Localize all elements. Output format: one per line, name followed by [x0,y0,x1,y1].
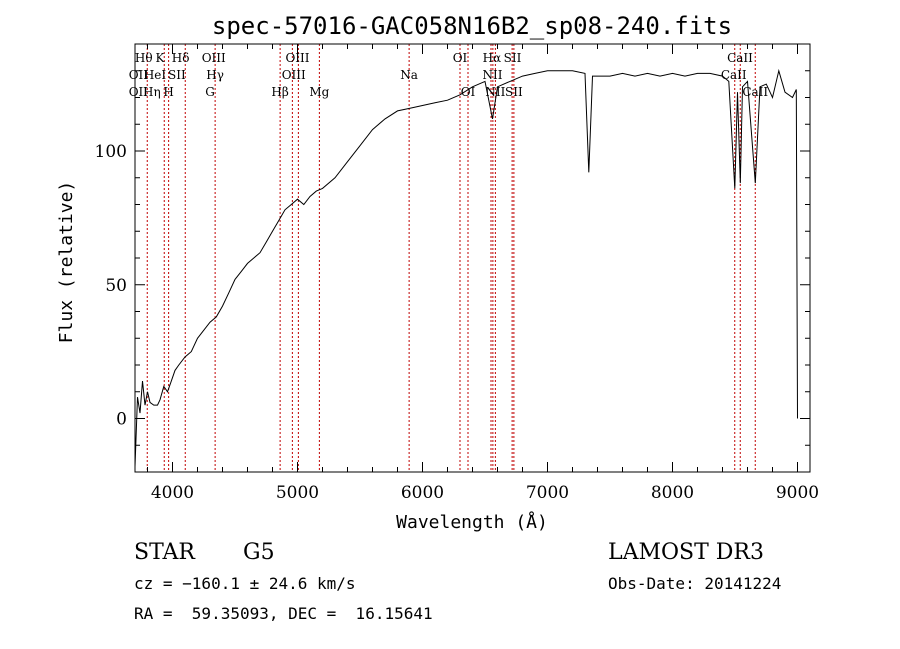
line-label-10: HeI [144,68,167,82]
obs-date: Obs-Date: 20141224 [608,574,782,593]
line-label-6: Hα [483,51,502,65]
coordinates: RA = 59.35093, DEC = 16.15641 [134,604,433,623]
line-label-23: OI [461,85,476,99]
y-tick-label-2: 100 [95,142,127,162]
line-label-16: CaII [721,68,747,82]
line-label-18: Hη [143,85,161,99]
line-label-26: CaII [742,85,768,99]
line-label-19: H [163,85,173,99]
line-label-21: Hβ [271,85,288,99]
axis-ticks: 4000 5000 6000 7000 8000 9000 0 50 100 [95,44,819,503]
line-label-0: Hθ [135,51,153,65]
object-class: STAR [134,540,195,565]
spectral-line-markers [146,44,756,472]
line-label-22: Mg [309,85,329,99]
line-label-17: OII [129,85,149,99]
y-axis-label: Flux (relative) [56,181,77,344]
line-label-12: Hγ [206,68,224,82]
x-tick-label-3: 7000 [526,483,569,503]
line-label-1: K [156,51,166,65]
x-tick-label-0: 4000 [151,483,194,503]
x-tick-label-4: 8000 [651,483,694,503]
x-tick-label-5: 9000 [776,483,819,503]
line-label-14: Na [400,68,418,82]
x-axis-label: Wavelength (Å) [396,511,548,533]
chart-title: spec-57016-GAC058N16B2_sp08-240.fits [212,12,732,40]
y-tick-label-0: 0 [116,410,127,430]
y-tick-label-1: 50 [105,276,127,296]
line-label-25: SII [505,85,523,99]
line-label-24: NII [485,85,505,99]
line-label-4: OIII [285,51,309,65]
line-label-2: Hδ [172,51,190,65]
line-label-5: OI [453,51,468,65]
plot-frame [134,43,811,473]
line-label-20: G [205,85,215,99]
redshift-readout: cz = −160.1 ± 24.6 km/s [134,574,356,593]
line-label-7: SII [504,51,522,65]
survey-name: LAMOST DR3 [608,540,764,565]
line-label-9: OII [129,68,149,82]
x-tick-label-2: 6000 [401,483,444,503]
flux-line-0 [134,68,798,467]
line-label-3: OIII [202,51,226,65]
line-label-13: OIII [282,68,306,82]
line-label-8: CaII [727,51,753,65]
line-label-15: NII [483,68,503,82]
object-subclass: G5 [243,540,275,565]
x-tick-label-1: 5000 [276,483,319,503]
line-label-11: SII [168,68,186,82]
flux-series [134,68,798,467]
